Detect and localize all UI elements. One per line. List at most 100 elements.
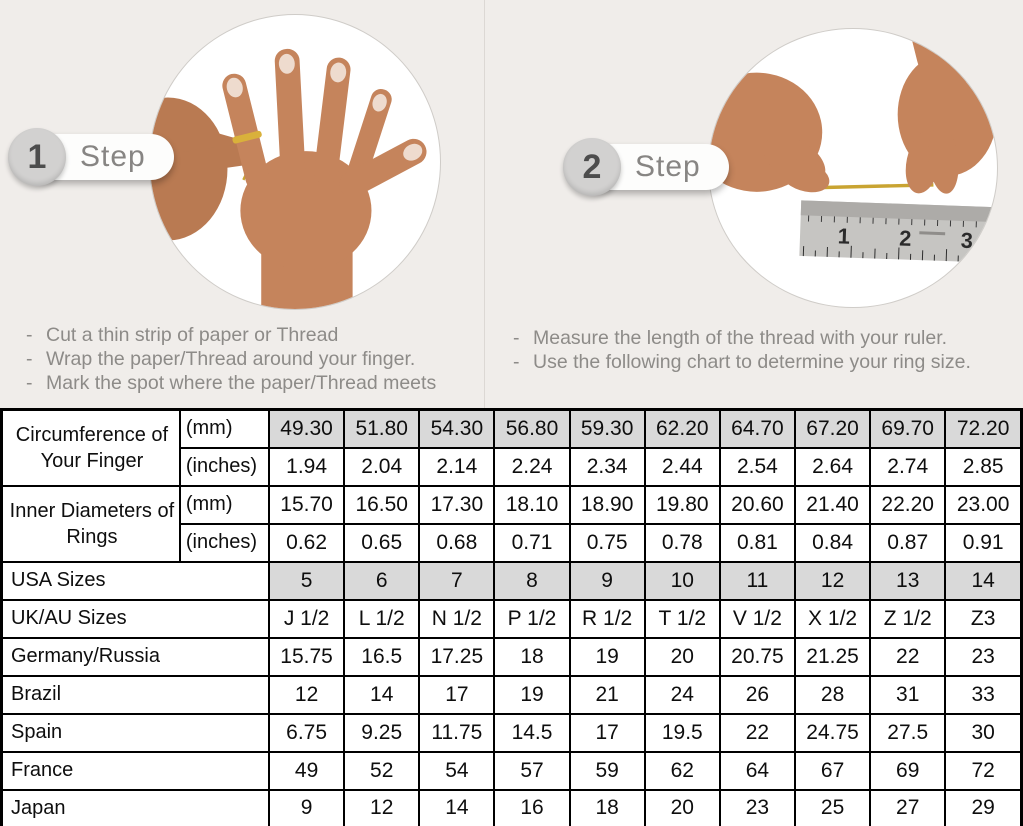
size-value-cell: P 1/2 (493, 598, 571, 639)
size-value-cell: 16.50 (343, 484, 421, 525)
instruction-text: Cut a thin strip of paper or Thread (46, 324, 339, 346)
size-table-body: Circumference of Your Finger (mm) 49.30 51.… (0, 408, 1023, 826)
size-value-cell: 57 (493, 750, 571, 791)
size-value-cell: 15.70 (268, 484, 346, 525)
size-value-cell: 19 (568, 636, 646, 677)
size-value-cell: 25 (793, 788, 872, 826)
instruction-text: Wrap the paper/Thread around your finger… (46, 348, 416, 370)
table-row: USA Sizes 5 6 7 8 9 10 11 12 13 14 (0, 560, 1023, 601)
row-label: USA Sizes (0, 560, 271, 601)
panel-divider (484, 0, 485, 408)
instruction-line: - Measure the length of the thread with y… (507, 326, 1019, 350)
size-value-cell: 0.87 (869, 522, 947, 563)
size-value-cell: 64.70 (718, 408, 797, 449)
size-value-cell: 2.85 (944, 446, 1023, 487)
size-value-cell: 6 (343, 560, 421, 601)
size-value-cell: 28 (793, 674, 872, 715)
size-value-cell: 49 (268, 750, 346, 791)
size-value-cell: 30 (944, 712, 1023, 753)
size-value-cell: 27.5 (869, 712, 947, 753)
size-value-cell: 62 (643, 750, 721, 791)
right-hand (897, 29, 997, 194)
size-value-cell: 15.75 (268, 636, 346, 677)
size-value-cell: 11 (718, 560, 797, 601)
unit-label: (inches) (178, 522, 271, 563)
size-value-cell: 31 (869, 674, 947, 715)
size-value-cell: 27 (869, 788, 947, 826)
bullet-dash: - (26, 324, 33, 346)
size-value-cell: 5 (268, 560, 346, 601)
size-value-cell: 0.68 (418, 522, 496, 563)
size-value-cell: 14.5 (493, 712, 571, 753)
size-value-cell: 18 (568, 788, 646, 826)
size-value-cell: 2.44 (643, 446, 721, 487)
size-value-cell: 0.75 (568, 522, 646, 563)
size-value-cell: Z3 (944, 598, 1023, 639)
main-hand (222, 48, 427, 309)
bullet-dash: - (513, 327, 520, 349)
size-value-cell: 26 (718, 674, 797, 715)
size-value-cell: 59.30 (568, 408, 646, 449)
size-value-cell: 18.10 (493, 484, 571, 525)
table-row: (inches) 0.62 0.65 0.68 0.71 0.75 0.78 0.81 0.84… (2, 522, 1023, 563)
bullet-dash: - (26, 348, 33, 370)
size-value-cell: 2.04 (343, 446, 421, 487)
size-value-cell: T 1/2 (643, 598, 721, 639)
ruler-number-1: 1 (837, 223, 850, 248)
step1-photo-circle (149, 14, 441, 310)
ruler-number-2: 2 (899, 226, 912, 251)
instruction-line: - Use the following chart to determine yo… (507, 350, 1019, 374)
size-value-cell: 6.75 (268, 712, 346, 753)
size-value-cell: 33 (944, 674, 1023, 715)
table-row: (inches) 1.94 2.04 2.14 2.24 2.34 2.44 2.54 2.64… (2, 446, 1023, 487)
size-value-cell: 22 (869, 636, 947, 677)
size-value-cell: X 1/2 (793, 598, 872, 639)
size-value-cell: 19.80 (643, 484, 721, 525)
step2-label: Step (635, 150, 701, 183)
step2-badge: Step 2 (563, 138, 729, 196)
size-value-cell: 67.20 (793, 408, 872, 449)
size-value-cell: 0.71 (493, 522, 571, 563)
step1-label: Step (80, 140, 146, 173)
size-value-cell: 14 (418, 788, 496, 826)
step1-instructions: - Cut a thin strip of paper or Thread - Wra… (20, 323, 485, 395)
row-label: France (0, 750, 271, 791)
size-value-cell: 16.5 (343, 636, 421, 677)
size-value-cell: 72.20 (944, 408, 1023, 449)
size-value-cell: 9.25 (343, 712, 421, 753)
size-value-cell: 69 (869, 750, 947, 791)
size-value-cell: Z 1/2 (869, 598, 947, 639)
size-value-cell: 0.65 (343, 522, 421, 563)
size-value-cell: 14 (343, 674, 421, 715)
size-value-cell: 21 (568, 674, 646, 715)
size-value-cell: 12 (343, 788, 421, 826)
ruler: 1 2 3 (799, 200, 997, 264)
size-value-cell: 17.30 (418, 484, 496, 525)
table-row: Germany/Russia 15.75 16.5 17.25 18 19 20 20.75 2… (0, 636, 1023, 677)
size-value-cell: 20.60 (718, 484, 797, 525)
size-value-cell: 22.20 (869, 484, 947, 525)
size-value-cell: 0.81 (718, 522, 797, 563)
size-value-cell: 2.64 (793, 446, 872, 487)
size-value-cell: R 1/2 (568, 598, 646, 639)
size-value-cell: 24 (643, 674, 721, 715)
size-value-cell: 16 (493, 788, 571, 826)
size-value-cell: 2.74 (869, 446, 947, 487)
table-row: France 49 52 54 57 59 62 64 67 69 72 (0, 750, 1023, 791)
bullet-dash: - (513, 351, 520, 373)
size-value-cell: 17 (568, 712, 646, 753)
row-label: Spain (0, 712, 271, 753)
size-value-cell: 20 (643, 636, 721, 677)
size-value-cell: 72 (944, 750, 1023, 791)
size-value-cell: 64 (718, 750, 797, 791)
size-value-cell: 49.30 (268, 408, 346, 449)
size-value-cell: 67 (793, 750, 872, 791)
unit-label: (mm) (178, 484, 271, 525)
size-value-cell: 69.70 (869, 408, 947, 449)
size-value-cell: 23.00 (944, 484, 1023, 525)
table-row: Brazil 12 14 17 19 21 24 26 28 31 33 (0, 674, 1023, 715)
unit-label: (mm) (178, 408, 271, 449)
size-value-cell: 0.91 (944, 522, 1023, 563)
size-value-cell: L 1/2 (343, 598, 421, 639)
